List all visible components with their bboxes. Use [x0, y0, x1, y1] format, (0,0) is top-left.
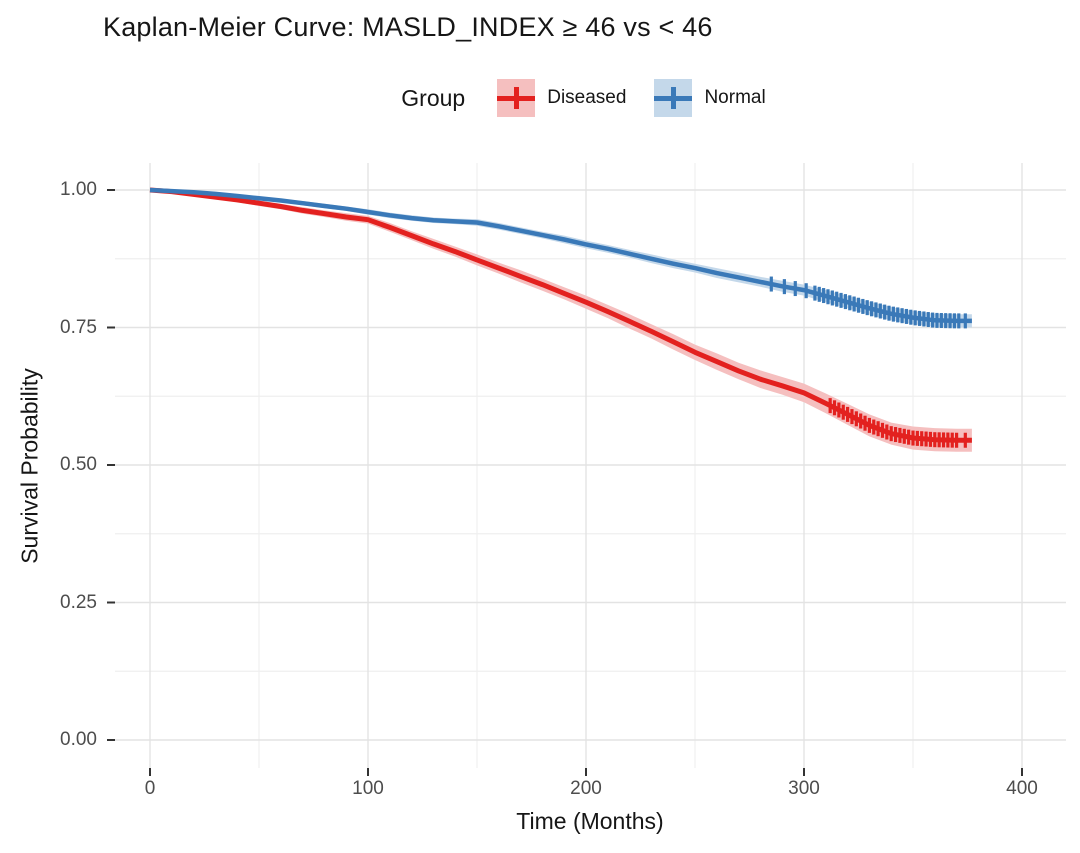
survival-curve-diseased [149, 187, 972, 443]
x-tick-label: 400 [1006, 778, 1038, 799]
x-axis-title: Time (Months) [516, 808, 664, 834]
x-tick-label: 0 [144, 778, 156, 799]
chart-title: Kaplan-Meier Curve: MASLD_INDEX ≥ 46 vs … [103, 12, 713, 42]
y-tick-label: 0.00 [60, 729, 97, 750]
legend-label-normal: Normal [704, 87, 766, 108]
legend-key-normal-icon [654, 79, 693, 117]
legend: Group Diseased Normal [115, 76, 1066, 120]
legend-label-diseased: Diseased [547, 87, 627, 108]
y-tick-label: 0.50 [60, 454, 97, 475]
legend-key-diseased-icon [497, 79, 536, 117]
legend-item-normal: Normal [654, 79, 766, 117]
legend-title: Group [401, 84, 466, 111]
y-tick-label: 0.25 [60, 591, 97, 613]
legend-item-diseased: Diseased [497, 79, 626, 117]
legend-key-censor-mark [670, 87, 676, 109]
y-axis-title: Survival Probability [16, 368, 43, 564]
legend-key-censor-mark [513, 87, 519, 109]
x-tick-label: 300 [788, 778, 820, 799]
x-tick-label: 200 [570, 778, 602, 799]
x-tick-label: 100 [352, 778, 384, 799]
y-tick-label: 0.75 [60, 316, 97, 338]
confidence-band-diseased [150, 190, 972, 452]
legend-items: Diseased Normal [483, 79, 779, 117]
y-tick-label: 1.00 [60, 179, 97, 200]
